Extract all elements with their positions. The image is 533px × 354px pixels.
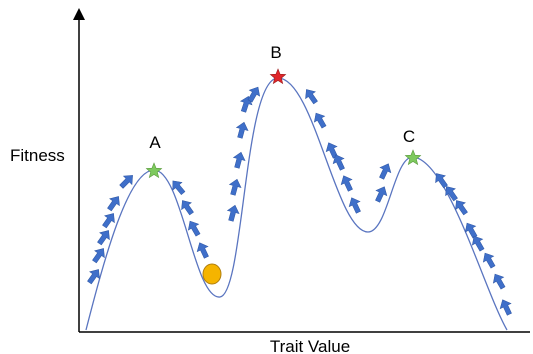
up-arrow-icon [119, 175, 133, 189]
selection-arrows [87, 86, 512, 316]
up-arrow-icon [379, 163, 392, 180]
up-arrow-icon [435, 173, 448, 189]
up-arrow-icon [313, 112, 327, 129]
peak-a-label: A [149, 133, 161, 152]
peak-c-star-icon [404, 149, 422, 166]
up-arrow-icon [107, 196, 120, 212]
up-arrow-icon [471, 235, 485, 252]
up-arrow-icon [455, 200, 468, 216]
peak-b-label: B [270, 43, 281, 62]
up-arrow-icon [102, 213, 115, 229]
y-axis-label: Fitness [10, 146, 65, 165]
up-arrow-icon [375, 186, 388, 203]
x-axis-label: Trait Value [270, 337, 350, 354]
peak-a-star-icon [145, 162, 163, 179]
up-arrow-icon [340, 175, 353, 192]
up-arrow-icon [348, 197, 361, 214]
population-circle [202, 263, 222, 285]
up-arrow-icon [235, 121, 249, 139]
up-arrow-icon [232, 151, 246, 169]
up-arrow-icon [305, 89, 318, 105]
up-arrow-icon [87, 269, 100, 285]
peak-c-label: C [403, 127, 415, 146]
up-arrow-icon [172, 180, 186, 196]
peak-b-star-icon [269, 68, 287, 85]
up-arrow-icon [196, 242, 209, 259]
up-arrow-icon [181, 200, 194, 216]
up-arrow-icon [226, 204, 240, 222]
up-arrow-icon [499, 299, 512, 316]
up-arrow-icon [228, 178, 242, 196]
up-arrow-icon [97, 230, 110, 246]
up-arrow-icon [445, 186, 458, 202]
fitness-curve [85, 77, 508, 331]
up-arrow-icon [92, 248, 105, 264]
up-arrow-icon [332, 154, 345, 171]
up-arrow-icon [187, 220, 201, 237]
up-arrow-icon [482, 252, 496, 269]
up-arrow-icon [247, 86, 261, 103]
up-arrow-icon [492, 273, 506, 290]
